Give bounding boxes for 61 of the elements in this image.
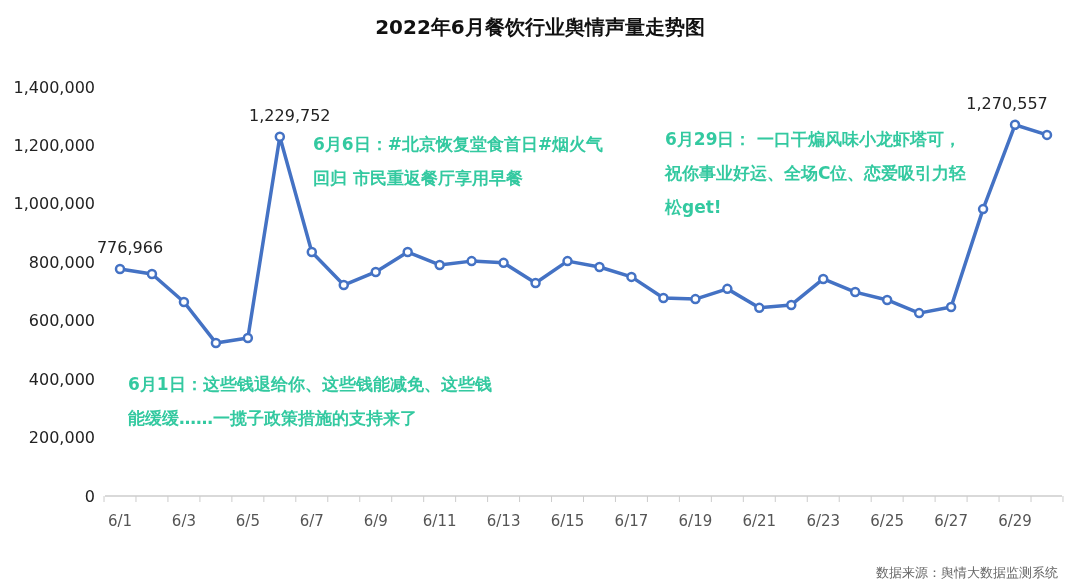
x-tick-label: 6/15 [550, 512, 585, 530]
source-note: 数据来源：舆情大数据监测系统 [876, 565, 1058, 580]
point [530, 277, 541, 289]
point [114, 263, 126, 275]
point [690, 293, 701, 305]
annotation: 6月29日： 一口干煸风味小龙虾塔可，祝你事业好运、全场C位、恋爱吸引力轻松get! [664, 129, 967, 217]
point [498, 257, 509, 269]
point [306, 246, 318, 258]
point [849, 286, 861, 298]
annotation: 6月1日：这些钱退给你、这些钱能减免、这些钱能缓缓……一揽子政策措施的支持来了 [128, 374, 492, 428]
point [817, 273, 829, 285]
point [658, 292, 669, 304]
point [466, 255, 477, 267]
point [402, 246, 413, 258]
x-tick-label: 6/7 [299, 512, 324, 530]
chart-title: 2022年6月餐饮行业舆情声量走势图 [375, 15, 705, 39]
data-label: 1,270,557 [966, 93, 1048, 113]
point [434, 259, 445, 271]
y-tick-label: 600,000 [28, 311, 95, 331]
x-tick-label: 6/1 [107, 512, 133, 530]
x-tick-label: 6/3 [171, 512, 196, 530]
annotation: 6月6日：#北京恢复堂食首日#烟火气回归 市民重返餐厅享用早餐 [313, 134, 604, 188]
y-tick-label: 200,000 [28, 428, 95, 448]
point [242, 332, 254, 344]
x-tick-label: 6/21 [742, 512, 777, 530]
point [786, 299, 797, 311]
y-tick-label: 1,400,000 [13, 77, 95, 97]
point [338, 279, 350, 291]
x-tick-label: 6/5 [235, 512, 260, 530]
point [722, 283, 733, 295]
point [370, 266, 381, 278]
y-tick-label: 1,000,000 [13, 194, 95, 214]
point [146, 268, 158, 280]
point [881, 294, 893, 306]
point [945, 301, 957, 313]
y-tick-label: 1,200,000 [13, 136, 95, 156]
x-tick-label: 6/23 [806, 512, 841, 530]
y-tick-label: 400,000 [28, 369, 95, 389]
point [594, 261, 605, 273]
point [1009, 119, 1021, 131]
point [913, 307, 925, 319]
x-tick-label: 6/19 [678, 512, 713, 530]
point [626, 271, 637, 283]
point [754, 302, 765, 314]
point [178, 296, 190, 308]
x-tick-label: 6/11 [422, 512, 457, 530]
data-label: 1,229,752 [249, 105, 331, 125]
y-tick-label: 800,000 [28, 252, 95, 272]
point [274, 131, 286, 142]
point [977, 203, 989, 215]
point [1041, 129, 1053, 141]
point [562, 255, 573, 267]
x-tick-label: 6/17 [614, 512, 649, 530]
x-tick-label: 6/29 [998, 512, 1032, 530]
data-label: 776,966 [96, 238, 164, 258]
x-tick-label: 6/27 [934, 512, 968, 530]
x-tick-label: 6/13 [486, 512, 521, 530]
y-tick-label: 0 [84, 486, 95, 506]
point [210, 337, 222, 349]
x-tick-label: 6/25 [870, 512, 905, 530]
x-tick-label: 6/9 [363, 512, 388, 530]
